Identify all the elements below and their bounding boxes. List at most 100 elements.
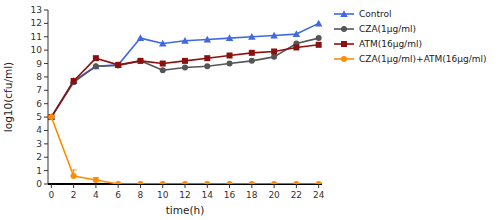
x-tick-label: 24 [313, 190, 325, 200]
y-tick-label: 1 [36, 166, 42, 176]
x-tick [185, 184, 186, 188]
y-tick [44, 10, 48, 11]
y-tick [44, 117, 48, 118]
point [160, 181, 166, 184]
y-tick-label: 9 [36, 59, 42, 69]
x-tick [118, 184, 119, 188]
legend-marker [341, 26, 347, 32]
x-tick [207, 184, 208, 188]
x-tick [51, 184, 52, 188]
legend-label: ATM(16μg/ml) [359, 39, 422, 49]
y-tick-label: 10 [31, 45, 43, 55]
y-tick [44, 157, 48, 158]
point [48, 114, 54, 120]
x-tick-label: 0 [48, 190, 54, 200]
point [137, 181, 143, 184]
point [249, 58, 255, 64]
y-tick-label: 5 [36, 112, 42, 122]
series [48, 20, 322, 120]
point [293, 44, 299, 50]
plot-area [48, 20, 322, 184]
x-tick-label: 20 [268, 190, 280, 200]
y-axis-label: log10(cfu/ml) [2, 62, 14, 132]
y-tick [44, 23, 48, 24]
point [182, 58, 188, 64]
point [71, 173, 77, 179]
y-tick [44, 76, 48, 77]
y-tick [44, 63, 48, 64]
point [316, 35, 322, 41]
x-axis-label: time(h) [166, 204, 205, 216]
x-tick-label: 12 [179, 190, 190, 200]
point [182, 65, 188, 71]
error-cap [71, 169, 77, 170]
point [160, 61, 166, 67]
point [70, 77, 78, 84]
x-tick-label: 14 [202, 190, 214, 200]
point [115, 181, 121, 184]
x-tick [162, 184, 163, 188]
point [270, 32, 278, 39]
y-tick [44, 143, 48, 144]
y-axis-line [48, 10, 49, 184]
point [248, 33, 256, 40]
point [48, 114, 54, 120]
point [160, 67, 166, 73]
legend-label: CZA(1μg/ml)+ATM(16μg/ml) [359, 54, 487, 64]
point [93, 55, 99, 61]
point [249, 181, 255, 184]
x-tick [95, 184, 96, 188]
point [137, 58, 143, 64]
series-line [51, 38, 318, 117]
x-tick-label: 2 [71, 190, 77, 200]
y-tick-label: 11 [31, 32, 42, 42]
x-tick [296, 184, 297, 188]
y-tick [44, 90, 48, 91]
x-tick-label: 22 [291, 190, 302, 200]
x-tick-label: 18 [246, 190, 258, 200]
y-tick-label: 0 [36, 179, 42, 189]
point [182, 181, 188, 184]
point [93, 177, 99, 183]
x-tick [140, 184, 141, 188]
legend-label: Control [359, 9, 392, 19]
point [204, 55, 210, 61]
point [181, 37, 189, 44]
point [293, 30, 301, 37]
y-tick-label: 13 [31, 5, 42, 15]
y-tick-label: 8 [36, 72, 42, 82]
point [204, 181, 210, 184]
point [271, 181, 277, 184]
point [227, 53, 233, 59]
y-tick-label: 6 [36, 99, 42, 109]
y-tick [44, 50, 48, 51]
point [227, 61, 233, 67]
point [204, 36, 212, 43]
y-tick [44, 130, 48, 131]
series-line [51, 23, 318, 117]
legend: ControlCZA(1μg/ml)ATM(16μg/ml)CZA(1μg/ml… [334, 9, 487, 64]
x-tick [251, 184, 252, 188]
point [227, 181, 233, 184]
y-tick-label: 12 [31, 18, 42, 28]
y-tick [44, 184, 48, 185]
point [114, 61, 122, 68]
y-tick-label: 4 [36, 125, 42, 135]
point [71, 78, 77, 84]
x-tick-label: 4 [93, 190, 99, 200]
x-tick-label: 8 [138, 190, 144, 200]
x-tick [229, 184, 230, 188]
point [226, 34, 234, 41]
series-line [51, 45, 318, 117]
point [315, 20, 322, 27]
y-tick [44, 103, 48, 104]
series [48, 35, 321, 120]
point [137, 58, 143, 64]
x-tick [73, 184, 74, 188]
y-tick-label: 7 [36, 85, 42, 95]
point [293, 181, 299, 184]
point [271, 54, 277, 60]
point [204, 63, 210, 69]
point [48, 113, 55, 120]
point [137, 34, 145, 41]
